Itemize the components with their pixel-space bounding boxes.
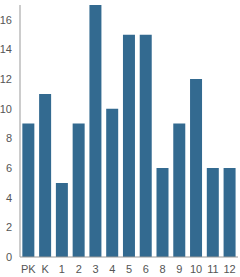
- svg-text:6: 6: [143, 263, 149, 275]
- svg-text:3: 3: [92, 263, 98, 275]
- svg-text:12: 12: [8, 73, 12, 85]
- svg-text:2: 2: [8, 221, 12, 233]
- svg-text:4: 4: [109, 263, 115, 275]
- svg-text:4: 4: [8, 192, 12, 204]
- svg-text:16: 16: [8, 14, 12, 26]
- svg-text:5: 5: [126, 263, 132, 275]
- svg-text:8: 8: [8, 132, 12, 144]
- svg-text:10: 10: [190, 263, 202, 275]
- svg-text:10: 10: [8, 103, 12, 115]
- svg-text:9: 9: [176, 263, 182, 275]
- svg-text:12: 12: [223, 263, 232, 275]
- svg-text:11: 11: [207, 263, 218, 275]
- svg-text:8: 8: [159, 263, 165, 275]
- svg-text:PK: PK: [21, 263, 36, 275]
- svg-text:K: K: [41, 263, 49, 275]
- svg-text:1: 1: [59, 263, 65, 275]
- svg-text:6: 6: [8, 162, 12, 174]
- svg-text:14: 14: [8, 43, 12, 55]
- svg-text:2: 2: [76, 263, 82, 275]
- svg-text:0: 0: [8, 251, 12, 263]
